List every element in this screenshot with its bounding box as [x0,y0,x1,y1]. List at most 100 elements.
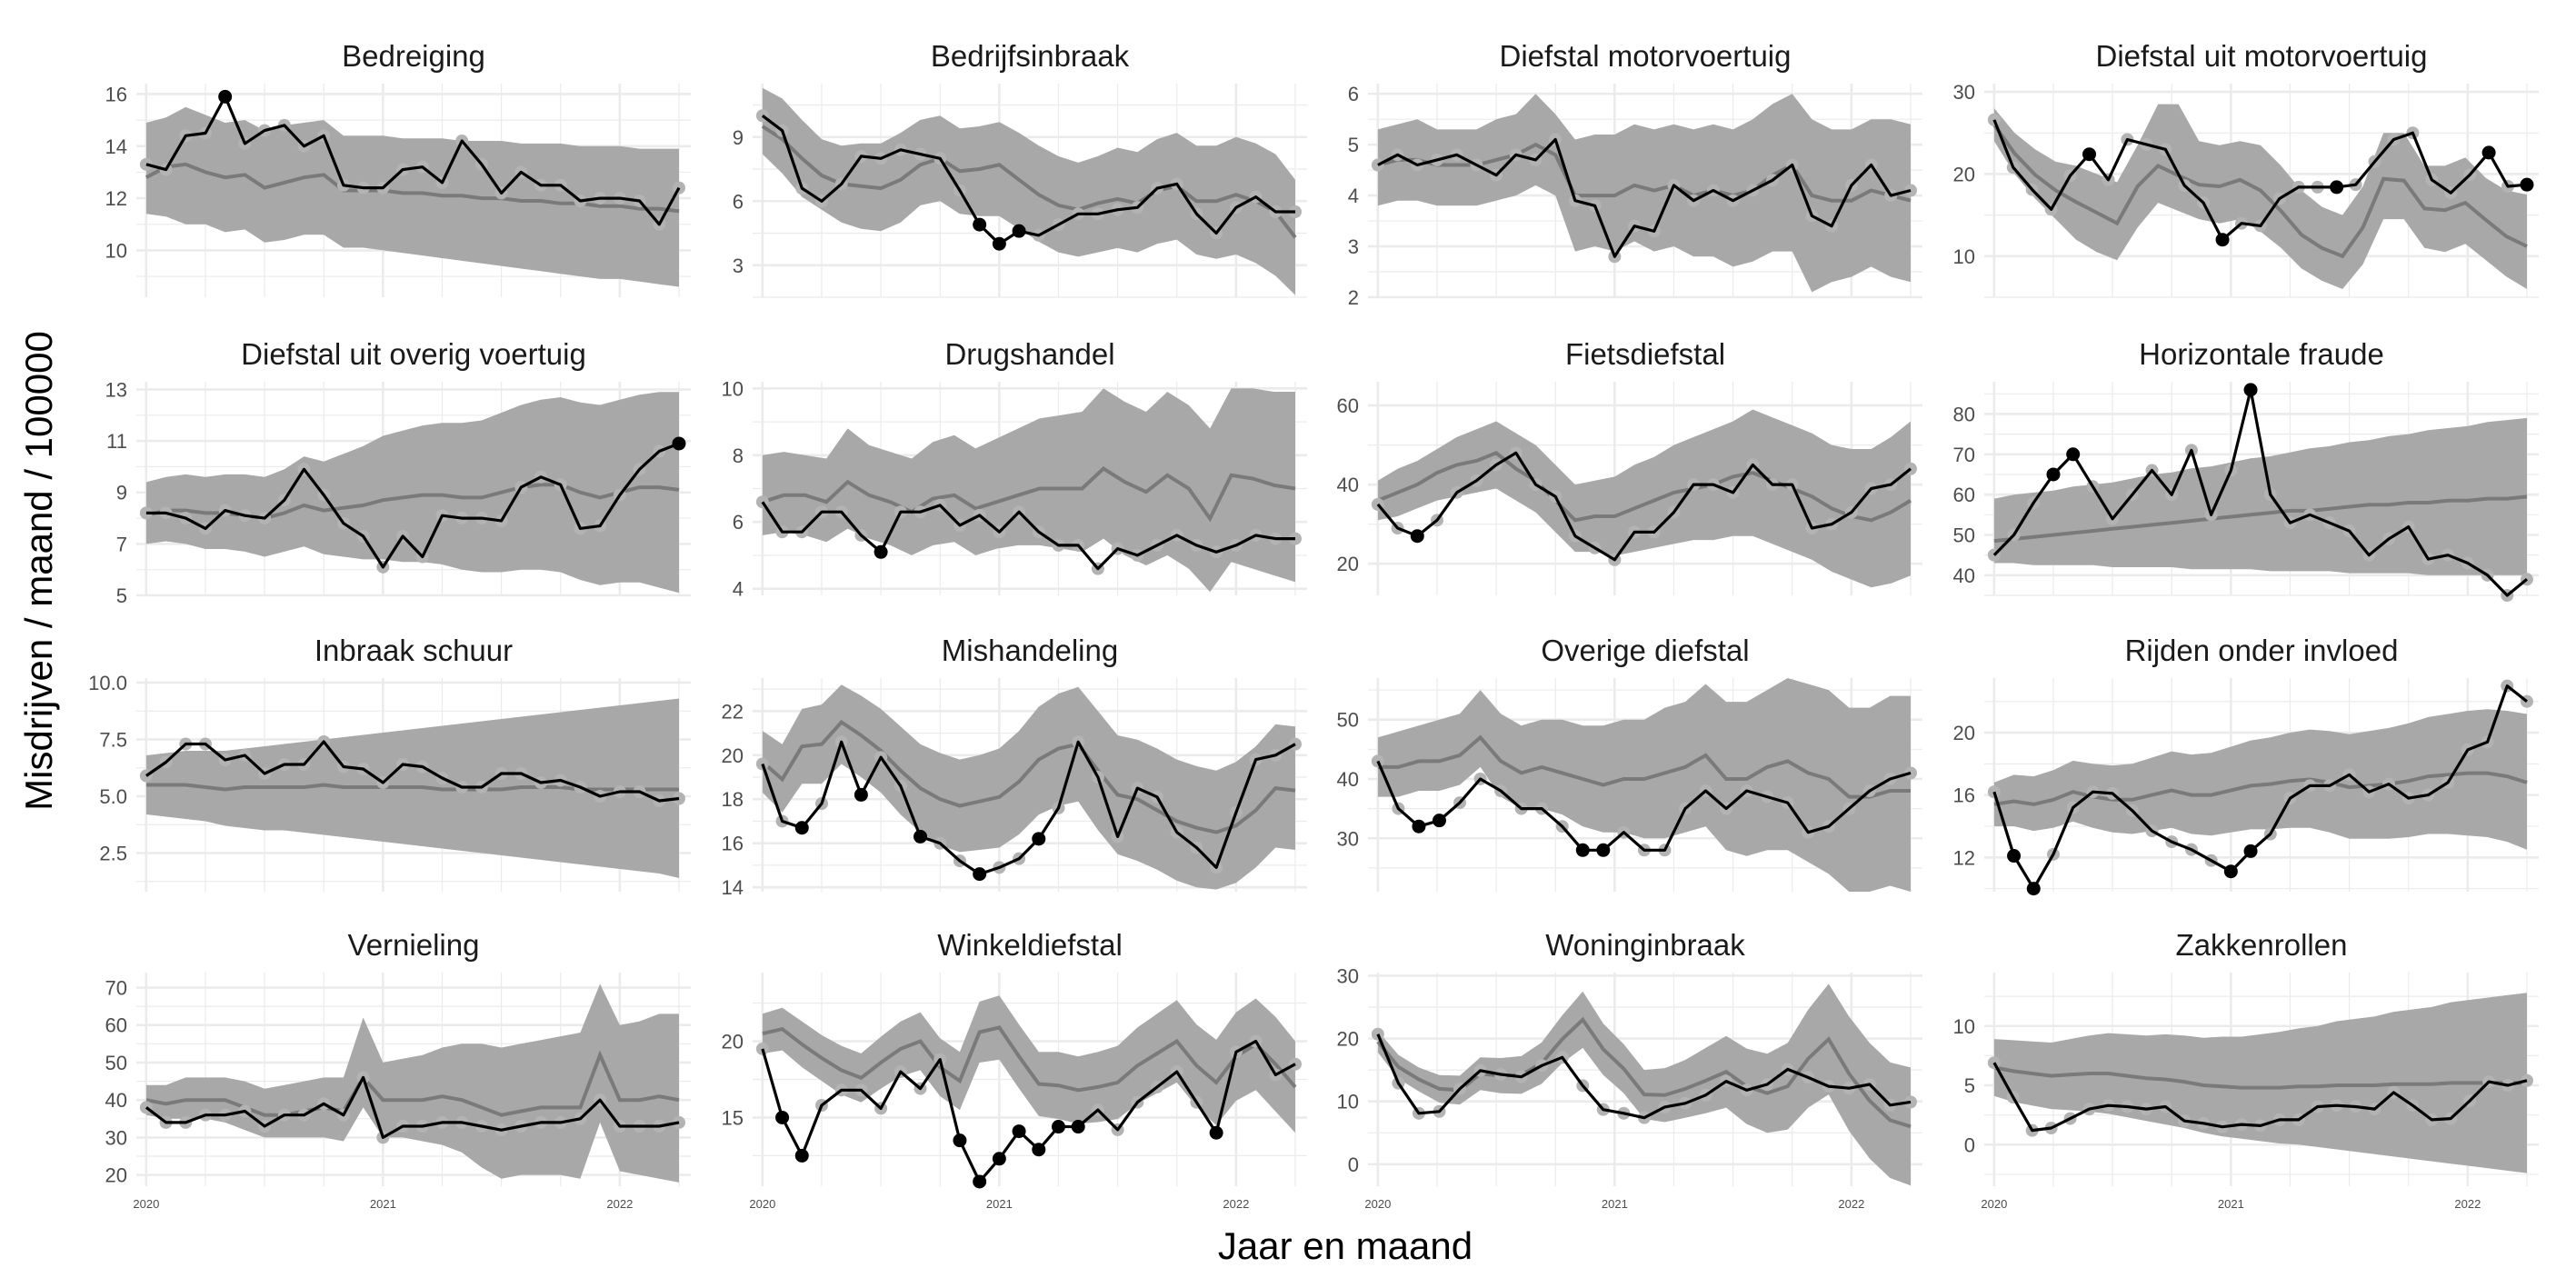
panel: Zakkenrollen 0 5 10 2020 2021 2022 [1953,928,2539,1211]
y-tick-label: 50 [1953,524,1975,546]
outlier-point [874,544,888,559]
panel-title: Zakkenrollen [2176,928,2348,962]
panel: Drugshandel 4 6 8 10 [722,337,1307,601]
y-tick-label: 2.5 [99,843,127,865]
panel-title: Rijden onder invloed [2125,634,2399,667]
observed-line [1376,451,1912,562]
panel: Diefstal motorvoertuig 2 3 4 5 6 [1348,39,1922,309]
y-tick-label: 16 [105,83,127,105]
observed-point [1371,158,1384,172]
expected-line [761,719,1296,834]
y-tick-label: 20 [1953,722,1975,744]
prediction-band [762,995,1295,1133]
prediction-band [145,392,679,594]
y-tick-label: 22 [722,700,744,723]
outlier-point [2223,864,2238,879]
x-tick-label: 2022 [606,1197,633,1211]
y-tick-label: 5 [116,584,127,607]
outlier-point [2007,849,2022,864]
y-tick-label: 40 [1337,474,1359,496]
y-tick-label: 40 [1337,768,1359,791]
panel-grid: Bedreiging10121416Bedrijfsinbraak369Dief… [88,39,2539,1211]
y-tick-label: 10 [1953,245,1975,268]
y-tick-label: 3 [1348,235,1359,258]
x-tick-label: 2021 [2218,1197,2244,1211]
outlier-point [775,1110,790,1124]
y-tick-label: 10 [1337,1091,1359,1113]
y-tick-label: 3 [733,255,744,277]
panel: Vernieling 20 30 40 50 60 70 2020 2021 2022 [105,928,691,1211]
panel-title: Woninginbraak [1545,928,1745,962]
expected-line [145,162,680,214]
panel-title: Diefstal uit overig voertuig [241,337,586,371]
expected-line [761,125,1297,239]
y-tick-label: 10 [105,239,127,262]
prediction-band [762,87,1295,295]
outlier-point [854,787,868,802]
prediction-band [1993,993,2527,1173]
panel-title: Vernieling [348,928,480,962]
observed-line [1992,388,2529,597]
expected-line [1377,142,1912,203]
outlier-point [1012,224,1026,238]
y-tick-label: 70 [105,976,127,999]
observed-line [145,442,680,569]
y-tick-label: 6 [1348,83,1359,105]
expected-line [1377,451,1912,523]
y-tick-label: 5 [1964,1074,1975,1097]
prediction-band [762,684,1295,890]
observed-line [145,95,681,226]
prediction-band [1377,94,1911,293]
observed-line [145,740,680,803]
outlier-point [1032,1143,1046,1157]
outlier-point [914,829,928,844]
x-axis-title: Jaar en maand [1218,1224,1473,1267]
outlier-point [992,236,1006,251]
outlier-point [973,217,987,232]
prediction-band [145,106,679,287]
panel-title: Horizontale fraude [2139,337,2384,371]
y-tick-label: 80 [1953,403,1975,425]
y-tick-label: 8 [733,444,744,467]
outlier-point [794,1148,809,1163]
panel: Diefstal uit overig voertuig 5 7 9 11 13 [105,337,691,607]
outlier-point [2243,383,2258,397]
observed-point [1987,1056,2001,1070]
panel-title: Bedrijfsinbraak [931,39,1130,73]
expected-line [145,1050,680,1117]
observed-point [755,757,769,771]
observed-line [761,740,1296,876]
prediction-band [1377,678,1911,892]
outlier-point [1410,529,1424,544]
y-tick-label: 2 [1348,286,1359,309]
observed-line [145,1075,680,1140]
y-tick-label: 30 [1337,964,1359,987]
panel-title: Diefstal motorvoertuig [1500,39,1792,73]
y-tick-label: 7 [116,533,127,555]
panel-title: Overige diefstal [1541,634,1749,667]
y-tick-label: 12 [105,187,127,210]
prediction-band [145,983,679,1183]
y-tick-label: 11 [106,430,127,453]
y-tick-label: 5.0 [99,785,127,808]
x-tick-label: 2022 [2454,1197,2481,1211]
x-tick-label: 2020 [749,1197,775,1211]
observed-point [139,506,153,520]
observed-point [1987,113,2001,126]
observed-line [761,501,1295,571]
x-tick-label: 2022 [1838,1197,1864,1211]
expected-line [1992,124,2528,259]
y-tick-label: 4 [733,578,744,601]
prediction-band [1993,104,2527,289]
x-tick-label: 2020 [133,1197,159,1211]
x-tick-label: 2020 [1364,1197,1391,1211]
panel: Bedrijfsinbraak 3 6 9 [733,39,1307,298]
panel-title: Drugshandel [944,337,1114,371]
x-tick-label: 2022 [1223,1197,1249,1211]
outlier-point [2520,177,2534,192]
observed-line [1992,119,2528,242]
y-tick-label: 60 [105,1014,127,1037]
panel: Woninginbraak 0 10 20 30 2020 2021 2022 [1337,928,1922,1211]
y-tick-label: 60 [1953,484,1975,506]
